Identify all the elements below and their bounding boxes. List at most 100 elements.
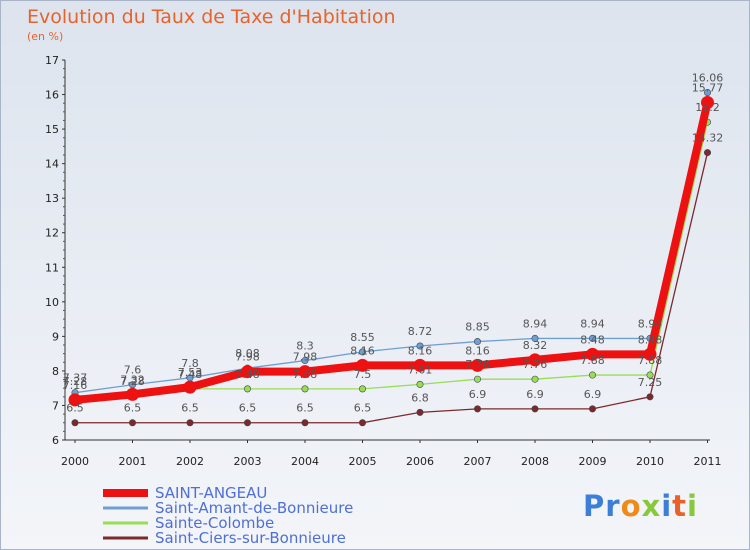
y-tick-label: 9 — [52, 330, 59, 343]
x-tick-label: 2008 — [521, 455, 549, 468]
y-tick-label: 16 — [45, 89, 59, 102]
series-line — [74, 151, 709, 424]
data-label: 8.72 — [408, 325, 433, 338]
data-label: 8.94 — [523, 317, 548, 330]
data-label: 16.06 — [692, 71, 724, 84]
data-label: 7.16 — [63, 379, 88, 392]
data-label: 7.88 — [638, 354, 663, 367]
series-point — [703, 88, 711, 96]
x-tick-label: 2006 — [406, 455, 434, 468]
proxiti-logo: Proxiti — [583, 489, 698, 523]
data-label: 8.94 — [580, 317, 605, 330]
data-label: 7.25 — [638, 376, 663, 389]
data-label: 7.48 — [235, 368, 260, 381]
series-point — [301, 385, 309, 393]
data-label: 15.2 — [695, 101, 720, 114]
series-point — [588, 371, 596, 379]
series-point — [588, 405, 596, 413]
series-point — [71, 419, 79, 427]
data-label: 7.48 — [293, 368, 318, 381]
series-point — [473, 375, 481, 383]
data-label: 7.37 — [63, 372, 88, 385]
data-label: 6.8 — [411, 391, 429, 404]
brand-text: Proxiti — [583, 489, 698, 523]
y-tick-label: 14 — [45, 158, 59, 171]
x-tick-label: 2002 — [176, 455, 204, 468]
y-tick-label: 11 — [45, 261, 59, 274]
series-point — [358, 385, 366, 393]
series-point — [531, 334, 539, 342]
y-tick-label: 13 — [45, 192, 59, 205]
data-label: 7.76 — [523, 358, 548, 371]
data-label: 8.32 — [523, 339, 548, 352]
series-point — [356, 358, 369, 372]
series-point — [586, 347, 599, 361]
series-point — [129, 419, 137, 427]
series-point — [241, 365, 254, 379]
data-label: 8.08 — [235, 347, 260, 360]
y-tick-label: 8 — [52, 365, 59, 378]
data-label: 8.48 — [638, 333, 663, 346]
series-point — [473, 405, 481, 413]
series-point — [126, 387, 139, 401]
data-label: 8.16 — [465, 344, 490, 357]
legend-label: Sainte-Colombe — [155, 514, 274, 532]
data-label: 6.5 — [239, 402, 257, 415]
data-label: 6.5 — [354, 402, 372, 415]
x-tick-label: 2004 — [291, 455, 319, 468]
data-label: 6.5 — [66, 402, 84, 415]
data-label: 8.16 — [350, 344, 375, 357]
y-tick-label: 6 — [52, 434, 59, 447]
series-layer — [68, 88, 714, 427]
data-label: 8.94 — [638, 317, 663, 330]
data-label: 6.9 — [584, 388, 602, 401]
y-tick-label: 12 — [45, 227, 59, 240]
data-label: 7.61 — [408, 363, 433, 376]
data-label: 7.48 — [178, 368, 203, 381]
y-tick-label: 7 — [52, 399, 59, 412]
x-tick-label: 2009 — [579, 455, 607, 468]
legend-label: Saint-Amant-de-Bonnieure — [155, 499, 353, 517]
y-tick-label: 17 — [45, 54, 59, 67]
data-label: 7.88 — [580, 354, 605, 367]
series-point — [413, 358, 427, 372]
x-tick-label: 2003 — [234, 455, 262, 468]
data-label: 7.98 — [235, 351, 260, 364]
series-point — [183, 380, 197, 394]
series-point — [416, 408, 424, 416]
data-label: 6.5 — [181, 402, 199, 415]
series-point — [473, 338, 481, 346]
data-label: 7.76 — [465, 358, 490, 371]
series-point — [416, 380, 424, 388]
x-tick-label: 2007 — [464, 455, 492, 468]
series-point — [531, 405, 539, 413]
series-point — [531, 375, 539, 383]
data-label: 15.77 — [692, 81, 724, 94]
data-label: 6.9 — [469, 388, 487, 401]
legend-label: Saint-Ciers-sur-Bonnieure — [155, 529, 346, 547]
data-label: 7.8 — [181, 357, 199, 370]
data-label: 7.5 — [354, 368, 372, 381]
x-tick-label: 2005 — [349, 455, 377, 468]
series-point — [358, 419, 366, 427]
data-label: 7.53 — [178, 366, 203, 379]
data-label: 6.5 — [296, 402, 314, 415]
series-point — [301, 419, 309, 427]
data-label: 8.48 — [580, 333, 605, 346]
data-label: 8.85 — [465, 321, 490, 334]
chart-subtitle: (en %) — [27, 30, 64, 43]
series-point — [528, 353, 542, 367]
axes: 6 7 8 9 10 11 12 13 14 15 16 17 2000 2001 2002 2003 2004… — [45, 54, 722, 468]
x-tick-label: 2010 — [636, 455, 664, 468]
series-line — [74, 91, 709, 394]
data-label: 7.28 — [63, 375, 88, 388]
series-point — [703, 149, 711, 157]
x-tick-label: 2001 — [119, 455, 147, 468]
x-tick-label: 2000 — [61, 455, 89, 468]
series-point — [68, 393, 82, 407]
series-point — [358, 348, 366, 356]
data-label: 7.98 — [293, 351, 318, 364]
series-point — [301, 357, 309, 365]
chart-title: Evolution du Taux de Taxe d'Habitation — [27, 6, 396, 28]
